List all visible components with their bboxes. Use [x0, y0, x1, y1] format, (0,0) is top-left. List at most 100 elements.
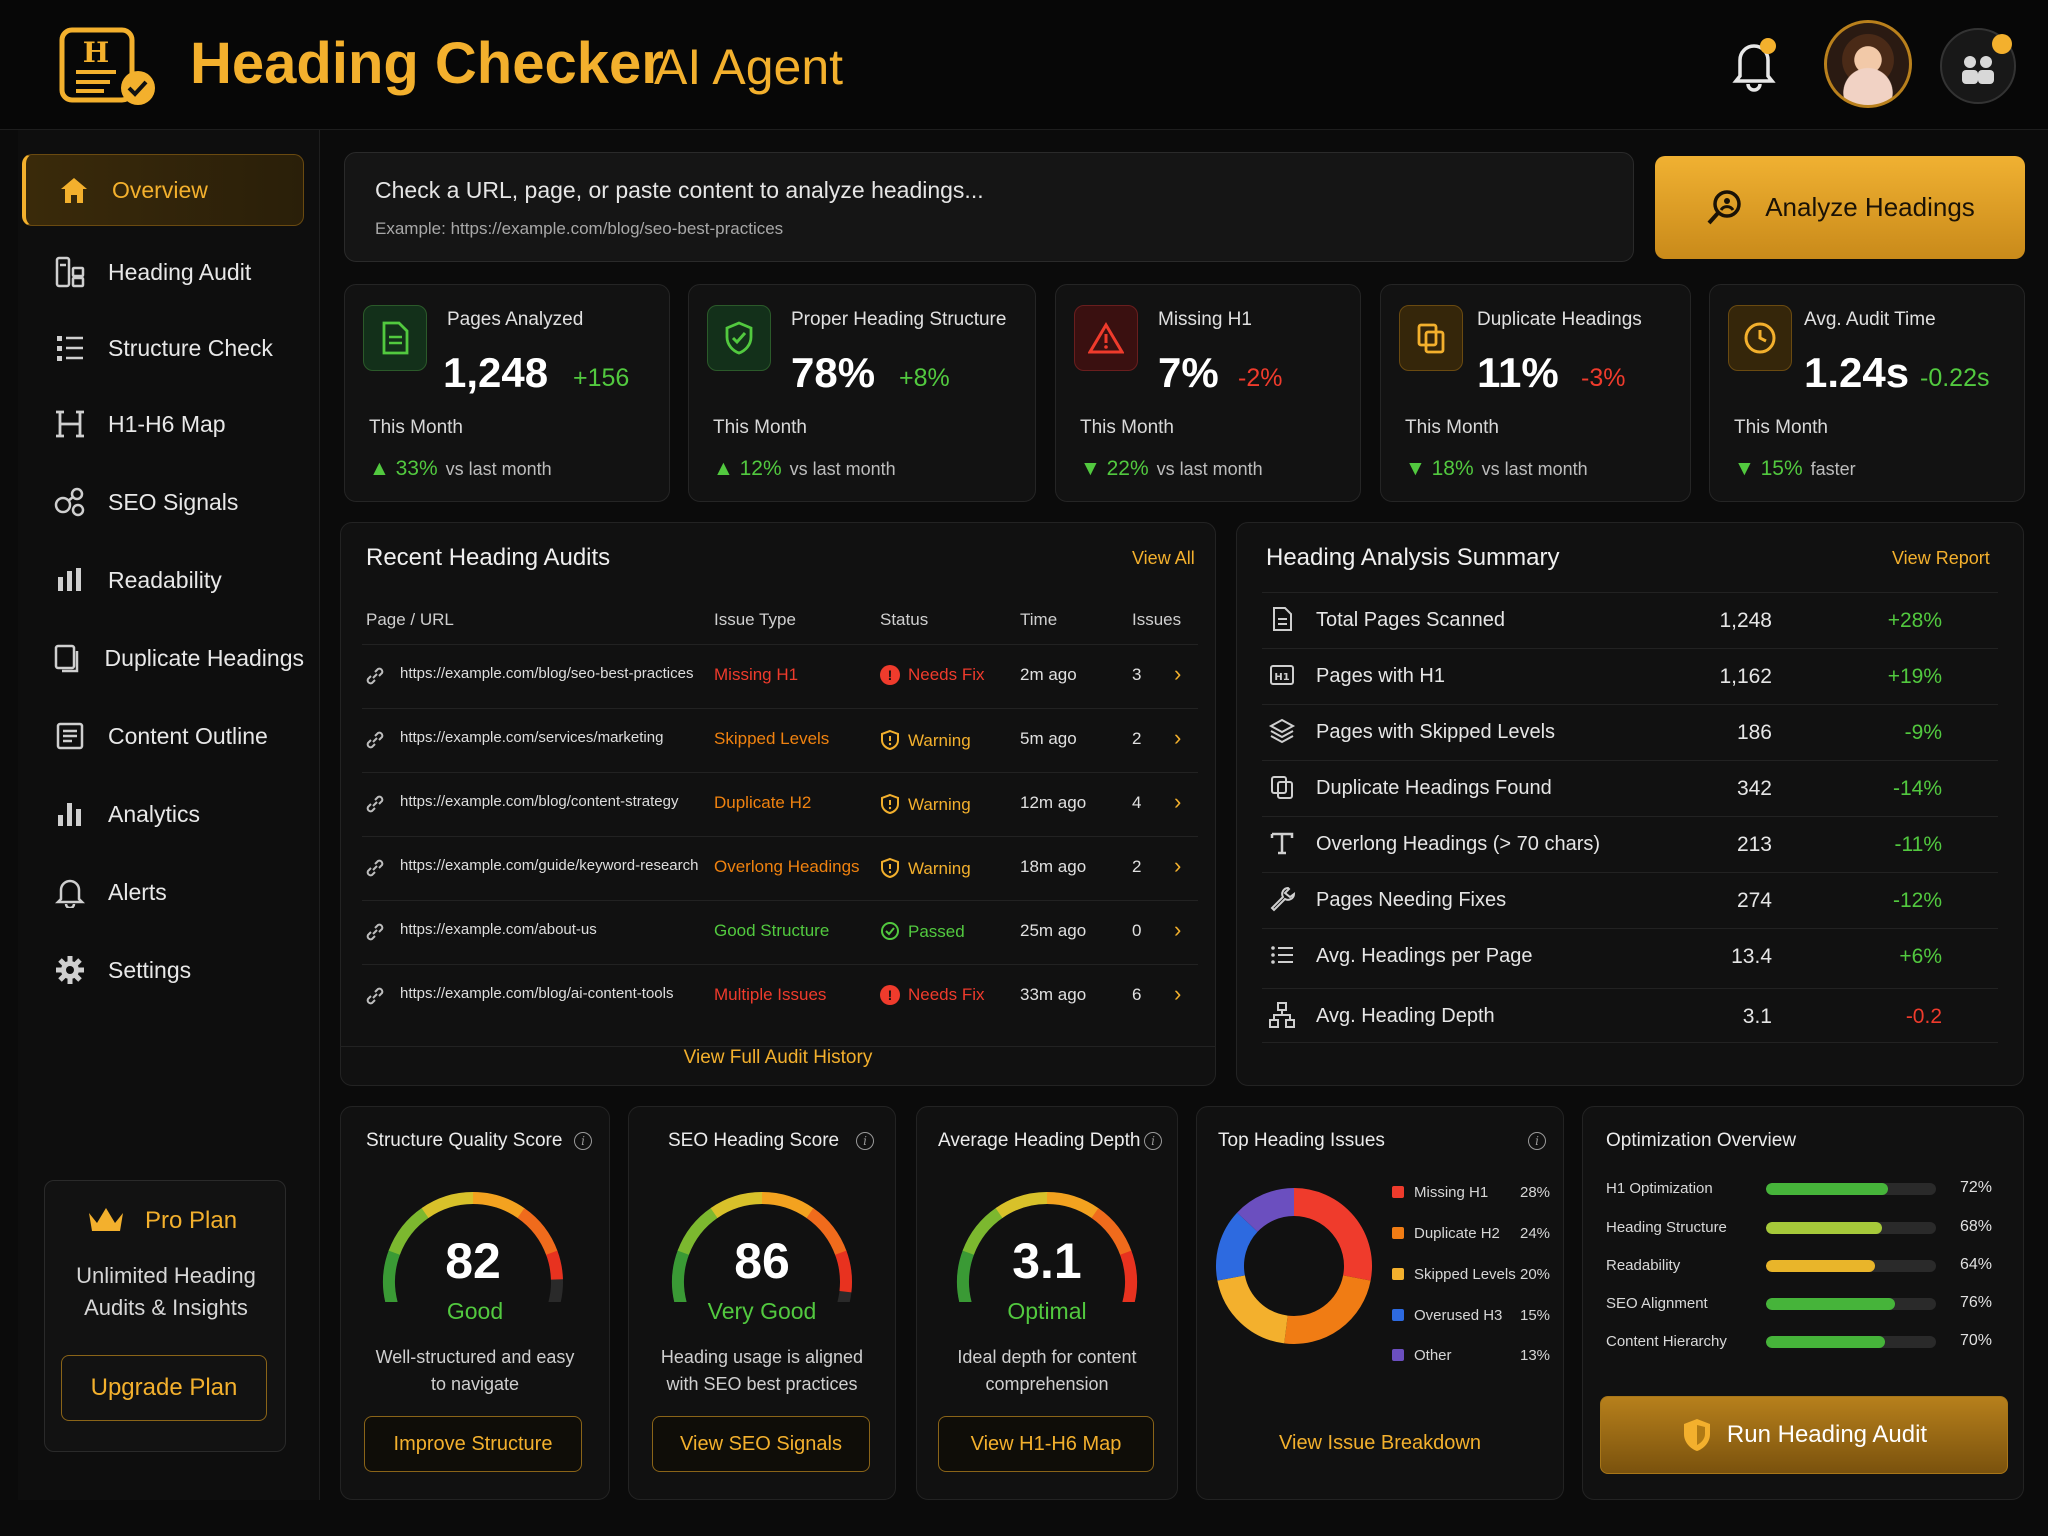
- wrench-icon: [1270, 886, 1296, 912]
- row-url[interactable]: https://example.com/services/marketing: [400, 729, 664, 746]
- nav-seo-signals[interactable]: SEO Signals: [22, 466, 304, 538]
- info-icon[interactable]: i: [574, 1132, 592, 1150]
- table-row[interactable]: https://example.com/services/marketing S…: [362, 708, 1198, 772]
- opt-bar-fill: [1766, 1298, 1896, 1310]
- upgrade-plan-button[interactable]: Upgrade Plan: [61, 1355, 267, 1421]
- row-time: 33m ago: [1020, 985, 1087, 1004]
- donut-slice-overused-h3[interactable]: [1216, 1212, 1258, 1281]
- nav-settings[interactable]: Settings: [22, 934, 304, 1006]
- nav-label: Content Outline: [108, 722, 268, 749]
- clock-icon: [1728, 305, 1792, 371]
- gauge-quality: Optimal: [1007, 1298, 1087, 1324]
- nav-alerts[interactable]: Alerts: [22, 856, 304, 928]
- view-report-link[interactable]: View Report: [1892, 548, 1990, 568]
- nav-duplicate-headings[interactable]: Duplicate Headings: [22, 622, 304, 694]
- nav-overview[interactable]: Overview: [22, 154, 304, 226]
- gauge-desc-line: to navigate: [430, 1374, 520, 1394]
- nav-structure-check[interactable]: Structure Check: [22, 312, 304, 384]
- row-url[interactable]: https://example.com/blog/ai-content-tool…: [400, 985, 674, 1002]
- nav-content-outline[interactable]: Content Outline: [22, 700, 304, 772]
- chevron-right-icon[interactable]: ›: [1174, 661, 1182, 686]
- shield-warning-icon: [881, 857, 899, 879]
- row-url[interactable]: https://example.com/blog/content-strateg…: [400, 793, 679, 810]
- trend-text: faster: [1810, 459, 1856, 479]
- nav-h1-h6-map[interactable]: H1-H6 Map: [22, 388, 304, 460]
- run-heading-audit-button[interactable]: Run Heading Audit: [1600, 1396, 2008, 1474]
- summary-value: 3.1: [1742, 1005, 1772, 1028]
- donut-slice-missing-h1[interactable]: [1293, 1188, 1372, 1281]
- info-icon[interactable]: i: [1144, 1132, 1162, 1150]
- gauge-arc-segment: [1046, 1192, 1100, 1219]
- summary-delta: -11%: [1894, 833, 1942, 856]
- row-url[interactable]: https://example.com/about-us: [400, 921, 597, 938]
- chevron-right-icon[interactable]: ›: [1174, 725, 1182, 750]
- stat-trend: ▼ 15% faster: [1734, 457, 1856, 480]
- row-status: ! Needs Fix: [880, 985, 985, 1005]
- row-url[interactable]: https://example.com/blog/seo-best-practi…: [400, 665, 694, 682]
- opt-bar-fill: [1766, 1222, 1882, 1234]
- plan-desc-line1: Unlimited Heading: [76, 1263, 256, 1288]
- chevron-right-icon[interactable]: ›: [1174, 917, 1182, 942]
- nav-analytics[interactable]: Analytics: [22, 778, 304, 850]
- analyze-headings-button[interactable]: Analyze Headings: [1655, 156, 2025, 259]
- view-seo-signals-button[interactable]: View SEO Signals: [652, 1416, 870, 1472]
- stat-title: Duplicate Headings: [1477, 309, 1642, 330]
- row-count: 6: [1132, 985, 1142, 1004]
- plan-desc-line2: Audits & Insights: [84, 1295, 248, 1320]
- chevron-right-icon[interactable]: ›: [1174, 981, 1182, 1006]
- row-time: 5m ago: [1020, 729, 1077, 748]
- gauge-desc-line: with SEO best practices: [666, 1374, 858, 1394]
- nav-label: Structure Check: [108, 334, 273, 361]
- stat-card-pages-analyzed: Pages Analyzed 1,248 +156 This Month ▲ 3…: [344, 284, 670, 502]
- view-all-link[interactable]: View All: [1132, 548, 1195, 568]
- legend-swatch: [1392, 1227, 1404, 1239]
- row-issue: Multiple Issues: [714, 985, 827, 1004]
- legend-swatch: [1392, 1186, 1404, 1198]
- gauge-arc-segment: [835, 1250, 852, 1293]
- donut-slice-other[interactable]: [1237, 1188, 1295, 1233]
- notification-bell-icon[interactable]: [1728, 36, 1780, 92]
- stat-value: 7%: [1158, 349, 1219, 396]
- nav-readability[interactable]: Readability: [22, 544, 304, 616]
- view-full-history-link[interactable]: View Full Audit History: [340, 1046, 1216, 1069]
- chevron-right-icon[interactable]: ›: [1174, 853, 1182, 878]
- stat-trend: ▼ 18% vs last month: [1405, 457, 1588, 480]
- summary-row: Duplicate Headings Found 342 -14%: [1262, 760, 1998, 815]
- info-icon[interactable]: i: [1528, 1132, 1546, 1150]
- chevron-right-icon[interactable]: ›: [1174, 789, 1182, 814]
- table-row[interactable]: https://example.com/blog/content-strateg…: [362, 772, 1198, 836]
- improve-structure-button[interactable]: Improve Structure: [364, 1416, 582, 1472]
- summary-row: Avg. Heading Depth 3.1 -0.2: [1262, 988, 1998, 1043]
- search-input[interactable]: Check a URL, page, or paste content to a…: [375, 177, 984, 203]
- donut-slice-duplicate-h2[interactable]: [1284, 1274, 1371, 1344]
- donut-slice-skipped-levels[interactable]: [1217, 1274, 1289, 1344]
- row-url[interactable]: https://example.com/guide/keyword-resear…: [400, 857, 699, 874]
- table-row[interactable]: https://example.com/blog/ai-content-tool…: [362, 964, 1198, 1028]
- app-subtitle: AI Agent: [654, 39, 844, 95]
- error-icon: !: [880, 985, 900, 1005]
- stat-title: Avg. Audit Time: [1804, 309, 1936, 330]
- gauge-desc-line: comprehension: [985, 1374, 1109, 1394]
- legend-pct: 24%: [1520, 1225, 1551, 1242]
- team-icon[interactable]: [1940, 24, 2020, 106]
- user-avatar[interactable]: [1824, 20, 1912, 108]
- opt-bar: [1766, 1183, 1936, 1195]
- recent-audits-title: Recent Heading Audits: [366, 544, 611, 571]
- gauge-arc-segment: [710, 1192, 763, 1219]
- search-box[interactable]: Check a URL, page, or paste content to a…: [344, 152, 1634, 262]
- summary-value: 1,162: [1719, 665, 1772, 688]
- legend-label: Other: [1414, 1347, 1452, 1364]
- table-row[interactable]: https://example.com/about-us Good Struct…: [362, 900, 1198, 964]
- gear-icon: [52, 952, 88, 988]
- stat-card-duplicate-headings: Duplicate Headings 11% -3% This Month ▼ …: [1380, 284, 1691, 502]
- view-h1-h6-map-button[interactable]: View H1-H6 Map: [938, 1416, 1154, 1472]
- table-row[interactable]: https://example.com/guide/keyword-resear…: [362, 836, 1198, 900]
- view-issue-breakdown-link[interactable]: View Issue Breakdown: [1279, 1432, 1481, 1454]
- summary-delta: +19%: [1887, 665, 1942, 688]
- trend-pct: 15%: [1760, 457, 1803, 480]
- table-row[interactable]: https://example.com/blog/seo-best-practi…: [362, 644, 1198, 708]
- info-icon[interactable]: i: [856, 1132, 874, 1150]
- col-header-url: Page / URL: [366, 610, 454, 629]
- nav-heading-audit[interactable]: Heading Audit: [22, 236, 304, 308]
- row-time: 2m ago: [1020, 665, 1077, 684]
